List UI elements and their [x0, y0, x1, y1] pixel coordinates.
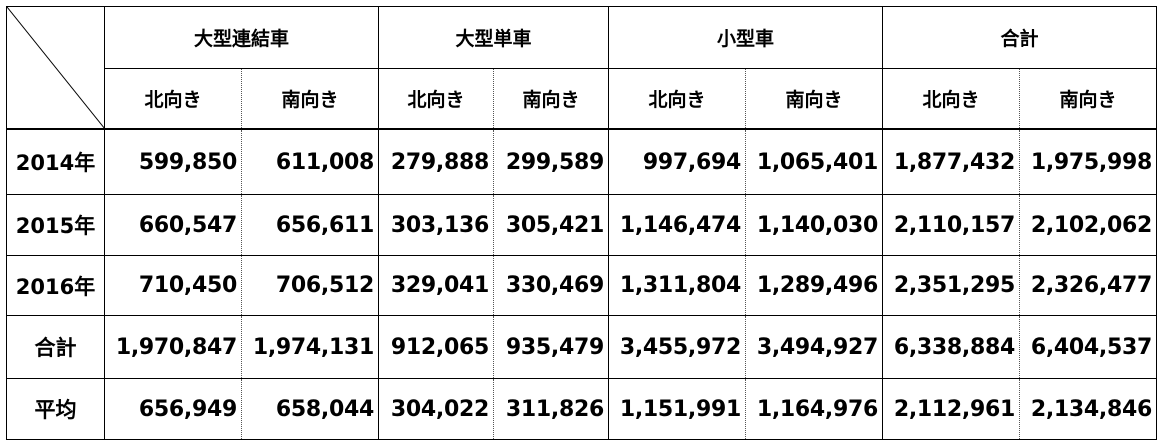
row-label: 2015年 [6, 194, 105, 256]
table-cell: 279,888 [378, 128, 494, 195]
row-label: 平均 [6, 378, 105, 440]
corner-cell [6, 6, 105, 130]
table-row: 2014年 599,850 611,008 279,888 299,589 99… [6, 128, 1157, 195]
table-cell: 305,421 [493, 194, 609, 256]
category-header: 大型単車 [378, 6, 609, 69]
category-header: 合計 [882, 6, 1157, 69]
table-cell: 3,494,927 [745, 315, 883, 379]
table-cell: 2,102,062 [1019, 194, 1157, 256]
direction-header: 南向き [493, 68, 609, 130]
table-cell: 599,850 [104, 128, 242, 195]
table-cell: 656,611 [241, 194, 379, 256]
table-cell: 311,826 [493, 378, 609, 440]
table-cell: 935,479 [493, 315, 609, 379]
direction-header: 北向き [608, 68, 746, 130]
row-label: 合計 [6, 315, 105, 379]
table-cell: 2,110,157 [882, 194, 1020, 256]
category-header: 大型連結車 [104, 6, 379, 69]
table-cell: 2,351,295 [882, 255, 1020, 316]
diagonal-line [7, 7, 104, 128]
table-cell: 710,450 [104, 255, 242, 316]
table-cell: 706,512 [241, 255, 379, 316]
table-cell: 299,589 [493, 128, 609, 195]
direction-header: 北向き [378, 68, 494, 130]
direction-header: 北向き [882, 68, 1020, 130]
table-cell: 611,008 [241, 128, 379, 195]
direction-header: 南向き [1019, 68, 1157, 130]
table-cell: 6,404,537 [1019, 315, 1157, 379]
table-cell: 1,975,998 [1019, 128, 1157, 195]
category-header: 小型車 [608, 6, 883, 69]
table-cell: 1,970,847 [104, 315, 242, 379]
header-row-directions: 北向き 南向き 北向き 南向き 北向き 南向き 北向き 南向き [6, 68, 1157, 130]
table-cell: 1,974,131 [241, 315, 379, 379]
table-row: 平均 656,949 658,044 304,022 311,826 1,151… [6, 378, 1157, 440]
table-row: 2015年 660,547 656,611 303,136 305,421 1,… [6, 194, 1157, 256]
table-cell: 304,022 [378, 378, 494, 440]
traffic-table-container: 大型連結車 大型単車 小型車 合計 北向き 南向き 北向き 南向き 北向き 南向… [6, 6, 1157, 440]
table-cell: 997,694 [608, 128, 746, 195]
table-row: 合計 1,970,847 1,974,131 912,065 935,479 3… [6, 315, 1157, 379]
table-cell: 303,136 [378, 194, 494, 256]
table-cell: 2,134,846 [1019, 378, 1157, 440]
table-cell: 1,151,991 [608, 378, 746, 440]
table-cell: 1,289,496 [745, 255, 883, 316]
direction-header: 南向き [745, 68, 883, 130]
table-cell: 1,311,804 [608, 255, 746, 316]
traffic-volume-table: 大型連結車 大型単車 小型車 合計 北向き 南向き 北向き 南向き 北向き 南向… [6, 6, 1157, 440]
direction-header: 南向き [241, 68, 379, 130]
table-cell: 6,338,884 [882, 315, 1020, 379]
table-cell: 1,877,432 [882, 128, 1020, 195]
table-cell: 1,065,401 [745, 128, 883, 195]
table-cell: 1,146,474 [608, 194, 746, 256]
table-cell: 1,164,976 [745, 378, 883, 440]
table-cell: 2,112,961 [882, 378, 1020, 440]
row-label: 2016年 [6, 255, 105, 316]
table-cell: 3,455,972 [608, 315, 746, 379]
table-cell: 1,140,030 [745, 194, 883, 256]
table-cell: 912,065 [378, 315, 494, 379]
table-cell: 329,041 [378, 255, 494, 316]
header-row-categories: 大型連結車 大型単車 小型車 合計 [6, 6, 1157, 130]
direction-header: 北向き [104, 68, 242, 130]
table-cell: 330,469 [493, 255, 609, 316]
table-cell: 656,949 [104, 378, 242, 440]
table-row: 2016年 710,450 706,512 329,041 330,469 1,… [6, 255, 1157, 316]
table-cell: 660,547 [104, 194, 242, 256]
table-cell: 658,044 [241, 378, 379, 440]
table-cell: 2,326,477 [1019, 255, 1157, 316]
row-label: 2014年 [6, 128, 105, 195]
